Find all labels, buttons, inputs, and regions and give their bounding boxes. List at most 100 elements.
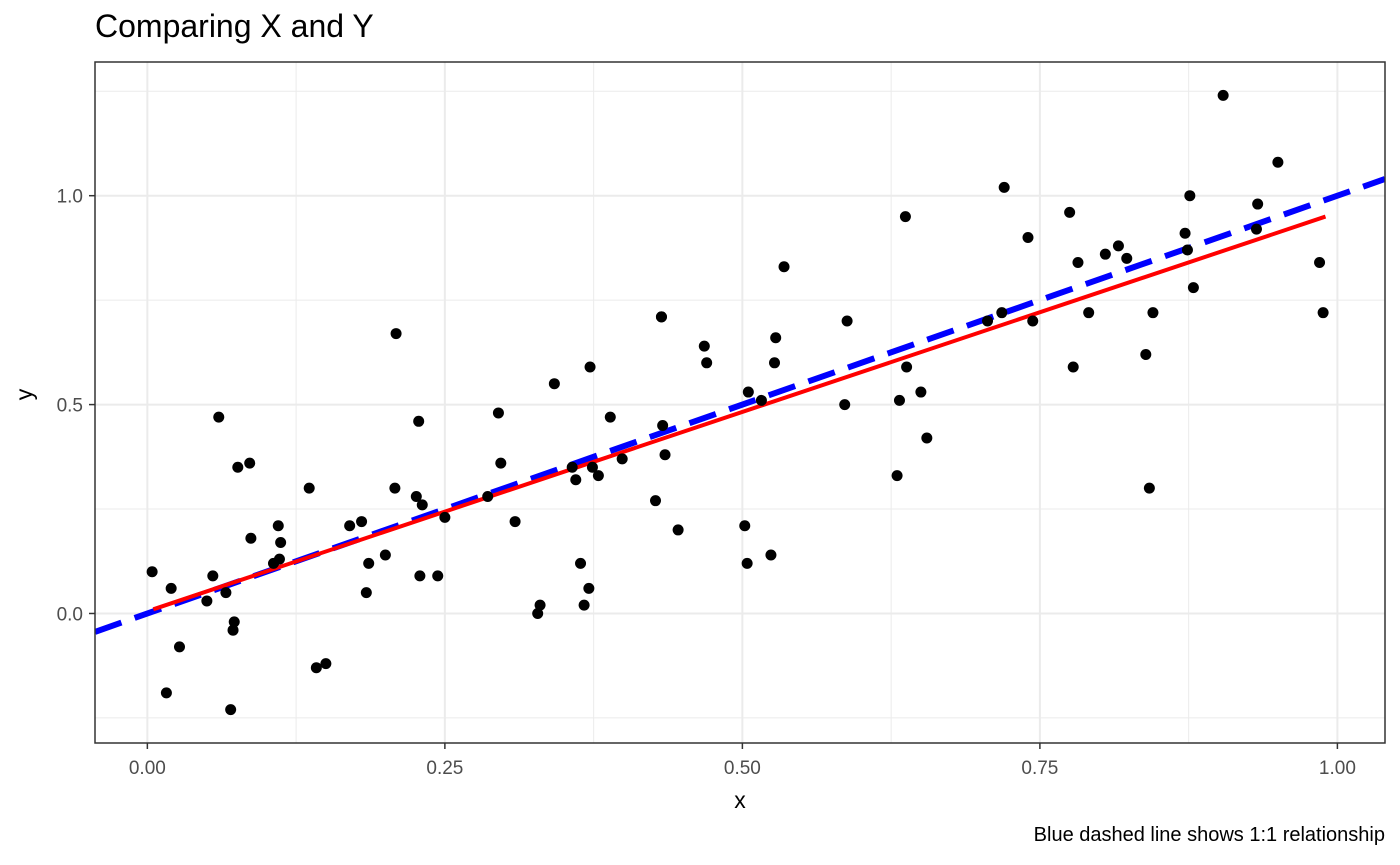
data-point xyxy=(1067,361,1079,373)
data-point xyxy=(1083,307,1095,319)
data-point xyxy=(578,599,590,611)
data-point xyxy=(432,570,444,582)
data-point xyxy=(899,211,911,223)
data-point xyxy=(245,532,257,544)
data-point xyxy=(1250,223,1262,235)
data-point xyxy=(207,570,219,582)
axes: 0.00 0.25 0.50 0.75 1.00 0.0 0.5 1.0 xyxy=(57,187,1356,779)
data-point xyxy=(1314,257,1326,269)
y-tick-label: 0.5 xyxy=(57,396,83,417)
data-point xyxy=(1272,156,1284,168)
data-point xyxy=(650,495,662,507)
data-point xyxy=(921,432,933,444)
data-point xyxy=(770,332,782,344)
data-point xyxy=(146,566,158,578)
x-tick-label: 0.25 xyxy=(426,758,463,779)
data-point xyxy=(165,582,177,594)
panel-border xyxy=(94,61,1386,744)
data-point xyxy=(742,386,754,398)
data-point xyxy=(356,516,368,528)
data-point xyxy=(657,419,669,431)
data-point xyxy=(482,491,494,503)
data-point xyxy=(363,557,375,569)
data-point xyxy=(755,394,767,406)
data-point xyxy=(1179,227,1191,239)
data-point xyxy=(698,340,710,352)
reference-lines xyxy=(95,176,1385,635)
data-point xyxy=(534,599,546,611)
data-point xyxy=(616,453,628,465)
data-point xyxy=(225,704,237,716)
data-point xyxy=(1143,482,1155,494)
data-point xyxy=(416,499,428,511)
data-point xyxy=(566,461,578,473)
data-point xyxy=(220,587,232,599)
data-point xyxy=(996,307,1008,319)
data-point xyxy=(173,641,185,653)
data-point xyxy=(1217,89,1229,101)
data-point xyxy=(1187,282,1199,294)
data-point xyxy=(303,482,315,494)
data-point xyxy=(232,461,244,473)
data-point xyxy=(1022,231,1034,243)
data-point xyxy=(701,357,713,369)
data-point xyxy=(1027,315,1039,327)
chart-title: Comparing X and Y xyxy=(95,8,374,44)
chart-caption: Blue dashed line shows 1:1 relationship xyxy=(1033,824,1385,846)
data-point xyxy=(998,181,1010,193)
data-point xyxy=(201,595,213,607)
data-point xyxy=(655,311,667,323)
data-point xyxy=(583,582,595,594)
data-point xyxy=(769,357,781,369)
y-tick-label: 1.0 xyxy=(57,187,83,208)
data-point xyxy=(389,482,401,494)
data-point xyxy=(592,470,604,482)
data-point xyxy=(1184,190,1196,202)
data-point xyxy=(893,394,905,406)
data-point xyxy=(495,457,507,469)
data-point xyxy=(1099,248,1111,260)
data-point xyxy=(413,415,425,427)
regression-line xyxy=(152,214,1327,612)
data-point xyxy=(1252,198,1264,210)
data-point xyxy=(604,411,616,423)
data-point xyxy=(901,361,913,373)
data-point xyxy=(915,386,927,398)
data-point xyxy=(778,261,790,273)
data-point xyxy=(273,553,285,565)
data-point xyxy=(228,616,240,628)
data-point xyxy=(1140,348,1152,360)
data-point xyxy=(390,328,402,340)
y-axis-title: y xyxy=(11,388,37,400)
x-tick-label: 0.75 xyxy=(1021,758,1058,779)
x-tick-label: 0.50 xyxy=(724,758,761,779)
data-point xyxy=(160,687,172,699)
data-point xyxy=(275,536,287,548)
data-point xyxy=(584,361,596,373)
data-point xyxy=(492,407,504,419)
data-point xyxy=(659,449,671,461)
data-point xyxy=(839,399,851,411)
data-point xyxy=(244,457,256,469)
x-tick-label: 0.00 xyxy=(129,758,166,779)
data-points xyxy=(146,89,1329,716)
data-point xyxy=(344,520,356,532)
data-point xyxy=(586,461,598,473)
x-tick-label: 1.00 xyxy=(1319,758,1356,779)
data-point xyxy=(509,516,521,528)
data-point xyxy=(841,315,853,327)
data-point xyxy=(320,658,332,670)
data-point xyxy=(548,378,560,390)
data-point xyxy=(575,557,587,569)
data-point xyxy=(765,549,777,561)
data-point xyxy=(227,624,239,636)
data-point xyxy=(410,491,422,503)
data-point xyxy=(1072,257,1084,269)
data-point xyxy=(1181,244,1193,256)
data-point xyxy=(672,524,684,536)
data-point xyxy=(1121,252,1133,264)
data-point xyxy=(1147,307,1159,319)
data-point xyxy=(1317,307,1329,319)
y-tick-label: 0.0 xyxy=(57,604,83,625)
